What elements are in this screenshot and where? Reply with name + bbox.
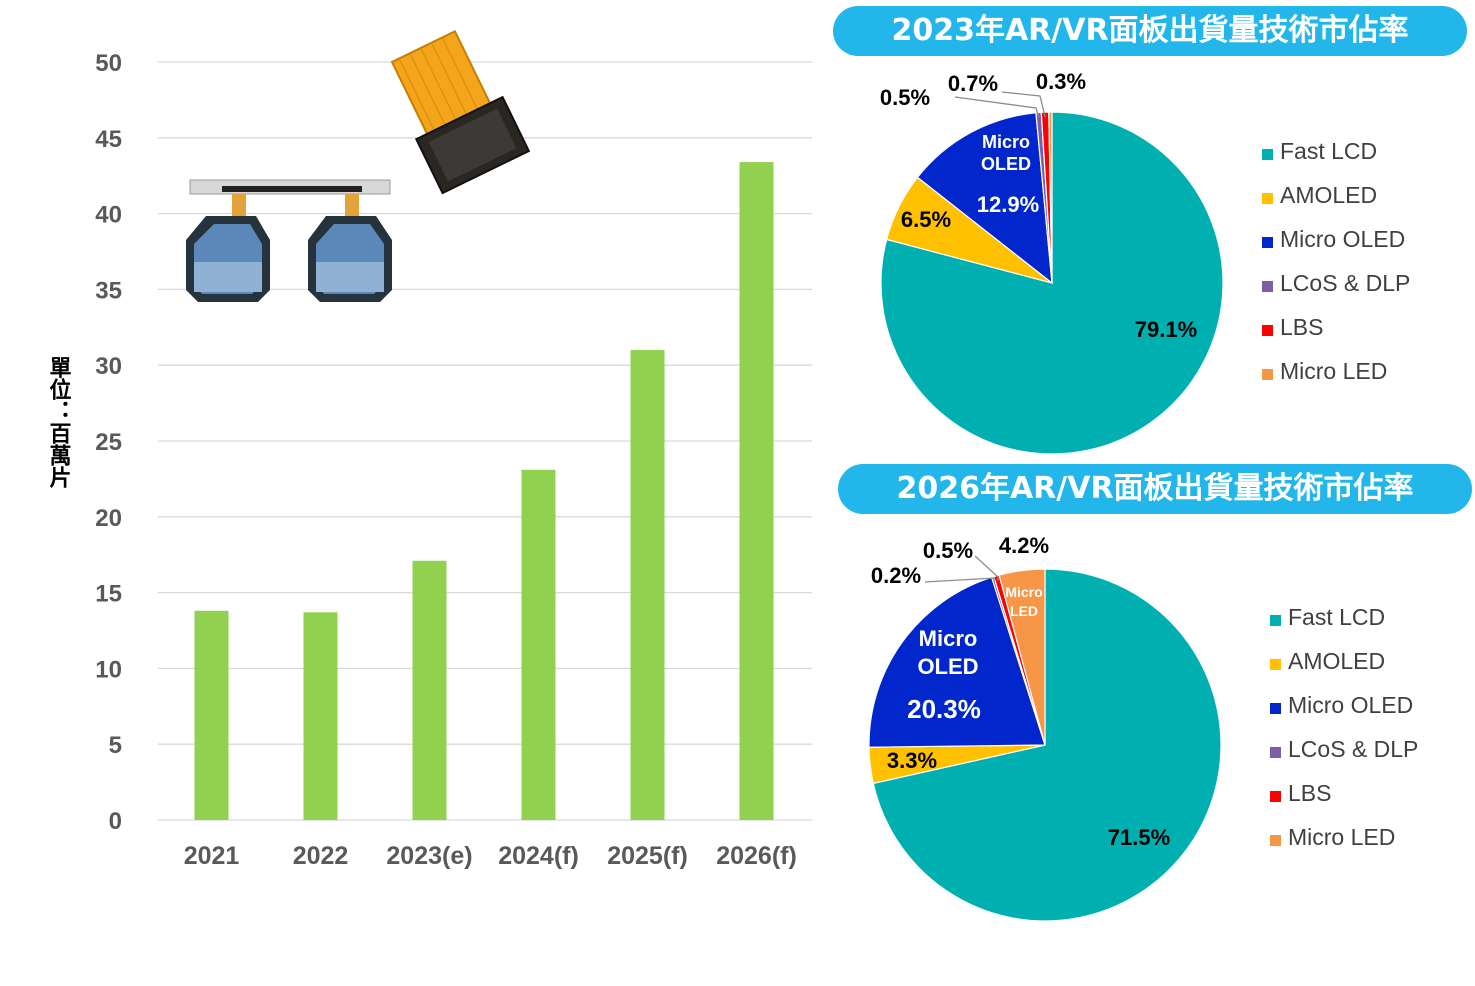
y-tick-label: 0 xyxy=(109,808,122,835)
legend-swatch xyxy=(1270,791,1281,802)
pie-slice-amoled xyxy=(885,176,1053,284)
legend-label: Micro OLED xyxy=(1280,226,1406,252)
leader-line xyxy=(924,577,995,583)
pie-slice-fast-lcd xyxy=(880,111,1224,455)
pie-title-2026: 2026年AR/VR面板出貨量技術市佔率 xyxy=(838,464,1472,514)
slice-name-label: Micro xyxy=(919,626,978,651)
y-axis-title: 單位：百萬片 xyxy=(46,356,72,489)
legend-label: LCoS & DLP xyxy=(1288,736,1419,762)
bar-chart-panel: 0 5 10 15 20 25 30 35 40 45 50 2021 2022 2023(e) 2024… xyxy=(45,29,812,870)
legend-swatch xyxy=(1270,659,1281,670)
pie-slice-lcos-dlp xyxy=(990,575,1046,746)
legend-swatch xyxy=(1262,149,1273,160)
slice-value-label: 4.2% xyxy=(999,533,1049,558)
bar-2021 xyxy=(194,610,229,820)
slice-value-label: 20.3% xyxy=(907,694,981,724)
slice-name-label: OLED xyxy=(981,154,1031,174)
y-tick-label: 25 xyxy=(95,429,122,456)
bar-2023(e) xyxy=(412,560,447,820)
gridlines xyxy=(158,61,812,821)
x-tick-label: 2023(e) xyxy=(386,842,472,870)
slice-value-label: 3.3% xyxy=(887,748,937,773)
legend-swatch xyxy=(1270,747,1281,758)
dual-vr-panel-image xyxy=(186,179,392,302)
legend-swatch xyxy=(1262,369,1273,380)
x-tick-label: 2024(f) xyxy=(498,842,579,870)
pie-title-2023: 2023年AR/VR面板出貨量技術市佔率 xyxy=(833,6,1467,56)
y-tick-label: 40 xyxy=(95,202,122,229)
legend-label: Micro LED xyxy=(1280,358,1388,384)
legend-swatch xyxy=(1270,703,1281,714)
legend-swatch xyxy=(1262,237,1273,248)
y-tick-label: 15 xyxy=(95,581,122,608)
leader-line xyxy=(974,555,999,581)
pie-slice-fast-lcd xyxy=(872,568,1222,922)
y-tick-label: 35 xyxy=(95,277,122,304)
legend-swatch xyxy=(1262,281,1273,292)
legend-label: Fast LCD xyxy=(1280,138,1378,164)
y-tick-label: 20 xyxy=(95,505,122,532)
slice-name-label: OLED xyxy=(917,654,978,679)
pie-slice-lbs xyxy=(993,574,1046,746)
slice-value-label: 0.2% xyxy=(871,563,921,588)
legend-label: LCoS & DLP xyxy=(1280,270,1411,296)
legend-label: Fast LCD xyxy=(1288,604,1386,630)
legend-label: LBS xyxy=(1280,314,1324,340)
slice-value-label: 79.1% xyxy=(1135,317,1197,342)
pie-slice-amoled xyxy=(868,744,1046,785)
x-tick-labels: 2021 2022 2023(e) 2024(f) 2025(f) 2026(f) xyxy=(184,842,797,870)
x-tick-label: 2021 xyxy=(184,842,240,870)
x-tick-label: 2025(f) xyxy=(607,842,688,870)
legend-label: AMOLED xyxy=(1280,182,1378,208)
pie-slice-micro-led xyxy=(1048,111,1053,284)
slice-name-label: LED xyxy=(1010,603,1038,619)
bar-2022 xyxy=(303,612,338,820)
legend-label: AMOLED xyxy=(1288,648,1386,674)
pie-slice-lbs xyxy=(1040,111,1053,284)
x-tick-label: 2026(f) xyxy=(716,842,797,870)
slice-name-label: Micro xyxy=(982,132,1030,152)
legend-label: LBS xyxy=(1288,780,1332,806)
y-tick-label: 10 xyxy=(95,656,122,683)
bar-2025(f) xyxy=(630,350,665,820)
slice-value-label: 12.9% xyxy=(977,192,1039,217)
legend-label: Micro OLED xyxy=(1288,692,1414,718)
x-tick-label: 2022 xyxy=(293,842,349,870)
pie-slice-micro-oled xyxy=(868,576,1046,748)
bar-chart: 0 5 10 15 20 25 30 35 40 45 50 2021 2022 2023(e) 2024… xyxy=(46,29,812,870)
pie-slice-lcos-dlp xyxy=(1035,111,1053,284)
bar-2026(f) xyxy=(739,162,774,820)
legend-swatch xyxy=(1262,193,1273,204)
slice-name-label: Micro xyxy=(1005,584,1042,600)
slice-value-label: 71.5% xyxy=(1108,825,1170,850)
y-tick-label: 5 xyxy=(109,732,122,759)
bar-2024(f) xyxy=(521,469,556,820)
pie-slice-micro-oled xyxy=(916,112,1053,285)
bars xyxy=(194,162,774,820)
y-tick-label: 30 xyxy=(95,353,122,380)
legend-swatch xyxy=(1270,835,1281,846)
legend-label: Micro LED xyxy=(1288,824,1396,850)
slice-value-label: 6.5% xyxy=(901,207,951,232)
slice-value-label: 0.5% xyxy=(923,538,973,563)
slice-value-label: 0.7% xyxy=(948,71,998,96)
legend-swatch xyxy=(1262,325,1273,336)
y-tick-label: 45 xyxy=(95,126,122,153)
legend-swatch xyxy=(1270,615,1281,626)
y-tick-labels: 0 5 10 15 20 25 30 35 40 45 50 xyxy=(95,50,122,835)
leader-line xyxy=(1001,91,1046,118)
pie-slice-micro-led xyxy=(998,568,1046,746)
leader-line xyxy=(954,96,1040,118)
y-tick-label: 50 xyxy=(95,50,122,77)
micro-oled-module-image xyxy=(390,29,531,195)
slice-value-label: 0.5% xyxy=(880,85,930,110)
slice-value-label: 0.3% xyxy=(1036,69,1086,94)
